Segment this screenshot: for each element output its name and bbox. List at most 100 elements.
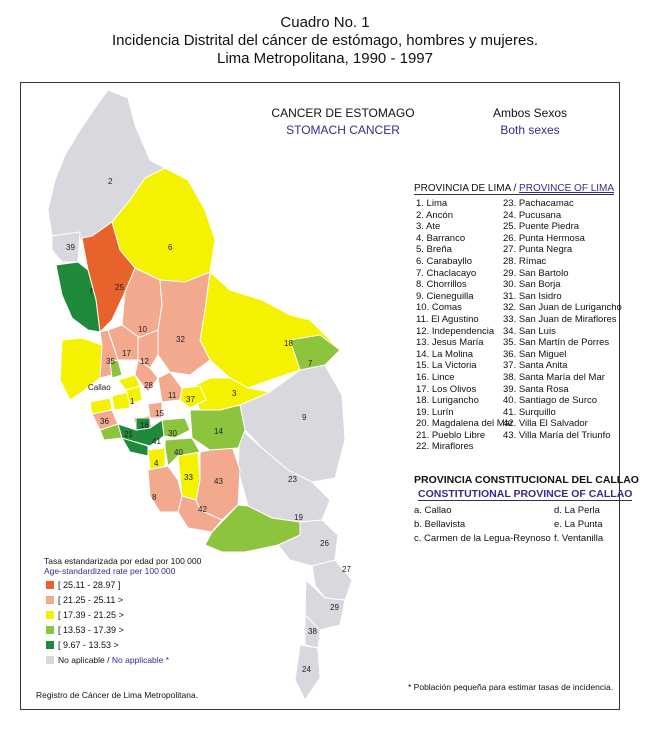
svg-text:28: 28 [144, 381, 153, 390]
list-item: 8. Chorrillos [416, 279, 467, 291]
legend-item-na: No aplicable / No applicable * [46, 654, 169, 665]
svg-text:36: 36 [100, 417, 109, 426]
list-item: e. La Punta [554, 519, 603, 530]
list-item: 21. Pueblo Libre [416, 429, 486, 441]
list-item: 26. Punta Hermosa [503, 232, 585, 244]
district-c[interactable] [109, 359, 123, 379]
district-16[interactable] [135, 417, 151, 431]
district-1[interactable] [117, 374, 141, 391]
list-item: f. Ventanilla [554, 533, 604, 544]
figure-number: Cuadro No. 1 [280, 14, 370, 31]
svg-text:19: 19 [294, 513, 303, 522]
list-item: 20. Magdalena del Mar [416, 418, 514, 430]
district-7[interactable] [289, 334, 341, 371]
list-item: 37. Santa Anita [503, 360, 568, 372]
svg-text:40: 40 [174, 448, 183, 457]
svg-text:1: 1 [130, 397, 135, 406]
district-28[interactable] [134, 359, 159, 393]
district-12[interactable] [137, 329, 159, 369]
legend-label: [ 21.25 - 25.11 > [58, 594, 124, 605]
district-22[interactable] [120, 437, 149, 457]
district-4[interactable] [147, 447, 166, 471]
district-11[interactable] [157, 371, 183, 403]
list-item: 42. Villa El Salvador [503, 418, 588, 430]
svg-text:15: 15 [155, 409, 164, 418]
list-item: 27. Punta Negra [503, 244, 573, 256]
callao-province-title: PROVINCIA CONSTITUCIONAL DEL CALLAO [414, 474, 639, 486]
list-item: 3. Ate [416, 221, 441, 233]
district-ventanilla[interactable] [55, 261, 101, 333]
svg-text:f: f [90, 287, 93, 296]
list-item: 33. San Juan de Miraflores [503, 313, 617, 325]
district-labels: 2 39 6 25 f 10 32 17 35 12 18 7 28 Calla… [66, 177, 351, 674]
svg-text:17: 17 [122, 349, 131, 358]
district-24[interactable] [294, 644, 321, 701]
lima-district-list-1: 1. Lima 2. Ancón 3. Ate 4. Barranco 5. Breña… [416, 198, 513, 453]
list-item: 2. Ancón [416, 209, 453, 221]
lima-title-en: PROVINCE OF LIMA [519, 183, 615, 194]
legend-label: [ 13.53 - 17.39 > [58, 624, 124, 635]
list-item: 30. San Borja [503, 279, 561, 291]
list-item: 7. Chaclacayo [416, 267, 477, 279]
list-item: 41. Surquillo [503, 406, 556, 418]
svg-text:32: 32 [176, 335, 185, 344]
lima-province-title: PROVINCIA DE LIMA / PROVINCE OF LIMA [414, 183, 615, 195]
svg-text:35: 35 [106, 357, 115, 366]
svg-text:43: 43 [214, 477, 223, 486]
list-item: 34. San Luis [503, 325, 556, 337]
svg-text:37: 37 [186, 395, 195, 404]
list-item: d. La Perla [554, 505, 600, 516]
legend-item: [ 21.25 - 25.11 > [46, 594, 123, 605]
svg-text:8: 8 [152, 493, 157, 502]
list-item: 12. Independencia [416, 325, 495, 337]
svg-text:4: 4 [154, 459, 159, 468]
list-item: 19. Lurín [416, 406, 454, 418]
district-map: 2 39 6 25 f 10 32 17 35 12 18 7 28 Calla… [47, 89, 353, 701]
svg-text:29: 29 [330, 603, 339, 612]
list-item: 13. Jesus María [416, 337, 484, 349]
list-item: 29. San Bartolo [503, 267, 569, 279]
list-item: 39. Santa Rosa [503, 383, 569, 395]
district-40[interactable] [164, 437, 201, 468]
svg-text:26: 26 [320, 539, 329, 548]
legend-item: [ 17.39 - 21.25 > [46, 609, 124, 620]
svg-text:38: 38 [308, 627, 317, 636]
figure-subtitle: Lima Metropolitana, 1990 - 1997 [217, 50, 433, 67]
list-item: 23. Pachacamac [503, 198, 574, 209]
list-item: 10. Comas [416, 302, 462, 314]
legend-swatch [46, 580, 54, 589]
list-item: 32. San Juan de Lurigancho [503, 302, 622, 314]
district-14[interactable] [189, 404, 246, 451]
district-32[interactable] [157, 271, 211, 376]
list-item: 31. San Isidro [503, 290, 562, 302]
callao-province-title-en: CONSTITUTIONAL PROVINCE OF CALLAO [418, 488, 633, 501]
district-42[interactable] [177, 495, 223, 533]
svg-text:12: 12 [140, 357, 149, 366]
legend-na-en: No applicable [111, 654, 164, 665]
legend-na-star: * [165, 654, 170, 665]
district-8[interactable] [147, 465, 183, 513]
svg-text:7: 7 [308, 359, 313, 368]
district-19[interactable] [204, 504, 301, 553]
district-39[interactable] [51, 231, 81, 263]
list-item: a. Callao [414, 505, 452, 516]
district-15[interactable] [147, 401, 163, 419]
svg-text:9: 9 [302, 413, 307, 422]
svg-text:25: 25 [115, 283, 124, 292]
list-item: 24. Pucusana [503, 209, 562, 221]
list-item: 22. Miraflores [416, 441, 474, 453]
svg-text:6: 6 [168, 243, 173, 252]
svg-text:41: 41 [152, 437, 161, 446]
list-item: 14. La Molina [416, 348, 474, 360]
list-item: 25. Puente Piedra [503, 221, 580, 233]
list-item: 6. Carabayllo [416, 255, 472, 267]
legend-swatch [46, 610, 54, 619]
list-item: 4. Barranco [416, 232, 466, 244]
legend-label: [ 25.11 - 28.97 ] [58, 579, 121, 590]
sex-label-en: Both sexes [500, 123, 560, 137]
svg-text:11: 11 [168, 391, 177, 400]
svg-text:18: 18 [284, 339, 293, 348]
district-13[interactable] [111, 391, 131, 411]
svg-text:3: 3 [232, 389, 237, 398]
svg-text:2: 2 [108, 177, 113, 186]
